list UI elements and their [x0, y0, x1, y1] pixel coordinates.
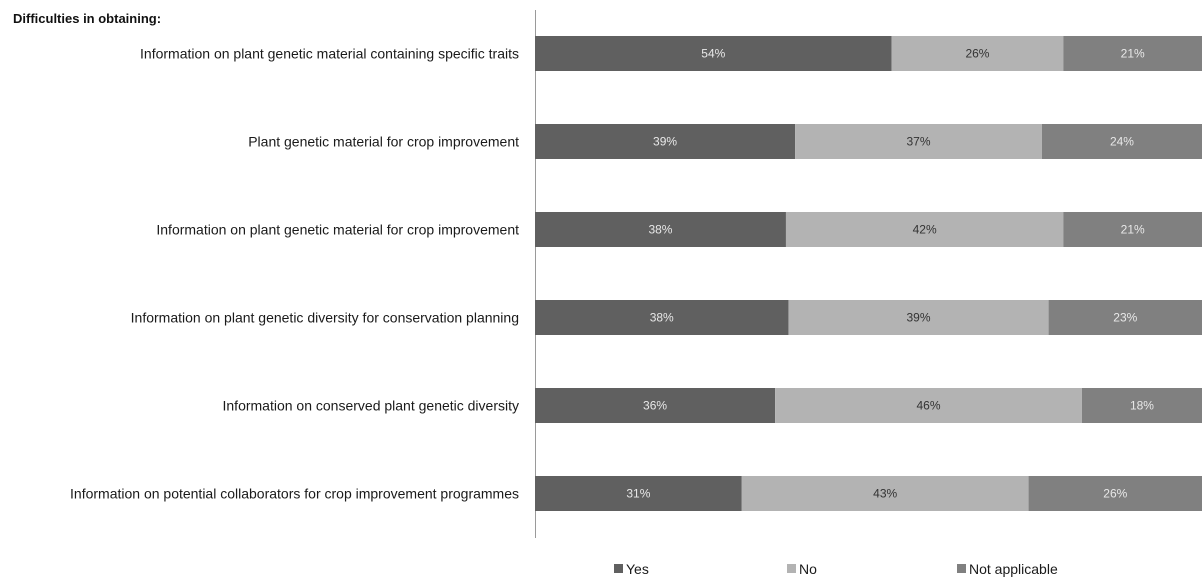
bar-segment	[1063, 212, 1202, 247]
data-label: 43%	[873, 487, 897, 501]
data-label: 42%	[913, 223, 937, 237]
legend-label: No	[799, 561, 817, 577]
legend-swatch	[787, 564, 796, 573]
data-label: 23%	[1113, 311, 1137, 325]
category-label: Information on conserved plant genetic d…	[223, 398, 520, 414]
data-label: 46%	[917, 399, 941, 413]
chart-title: Difficulties in obtaining:	[13, 11, 162, 26]
bar-segment	[535, 476, 742, 511]
data-label: 18%	[1130, 399, 1154, 413]
bar-segment	[741, 476, 1029, 511]
bar-segment	[1041, 124, 1202, 159]
data-label: 38%	[650, 311, 674, 325]
category-label: Information on plant genetic diversity f…	[131, 310, 519, 326]
bar-segment	[1081, 388, 1202, 423]
category-label: Information on plant genetic material co…	[140, 46, 519, 62]
data-label: 36%	[643, 399, 667, 413]
bar-segment	[535, 300, 789, 335]
bar-segment	[891, 36, 1064, 71]
bar-segment	[1063, 36, 1202, 71]
data-label: 21%	[1121, 223, 1145, 237]
bar-segment	[1048, 300, 1202, 335]
data-label: 26%	[1103, 487, 1127, 501]
legend-label: Not applicable	[969, 561, 1058, 577]
data-label: 37%	[907, 135, 931, 149]
data-label: 31%	[626, 487, 650, 501]
category-label: Information on potential collaborators f…	[70, 486, 519, 502]
bar-segment	[788, 300, 1049, 335]
bar-segment	[535, 124, 796, 159]
data-label: 24%	[1110, 135, 1134, 149]
data-label: 39%	[907, 311, 931, 325]
category-label: Plant genetic material for crop improvem…	[248, 134, 519, 150]
category-label: Information on plant genetic material fo…	[156, 222, 519, 238]
bar-segment	[775, 388, 1082, 423]
bar-segment	[1028, 476, 1202, 511]
legend-swatch	[614, 564, 623, 573]
data-label: 26%	[965, 47, 989, 61]
data-label: 39%	[653, 135, 677, 149]
data-label: 21%	[1121, 47, 1145, 61]
bar-segment	[535, 36, 892, 71]
data-label: 54%	[701, 47, 725, 61]
legend-label: Yes	[626, 561, 649, 577]
bar-segment	[785, 212, 1064, 247]
bar-segment	[535, 212, 786, 247]
data-label: 38%	[648, 223, 672, 237]
legend-swatch	[957, 564, 966, 573]
bar-segment	[535, 388, 776, 423]
bar-segment	[795, 124, 1042, 159]
